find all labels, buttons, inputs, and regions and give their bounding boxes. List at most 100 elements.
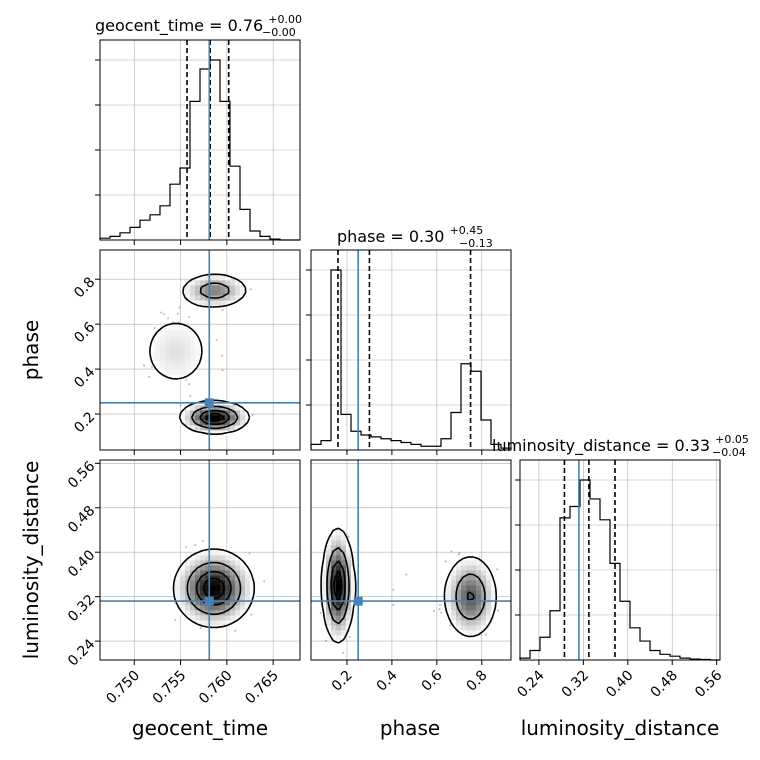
density-cell (185, 340, 191, 346)
density-cell (180, 340, 186, 346)
density-cell (466, 560, 472, 566)
density-cell (185, 330, 191, 336)
density-panel-geocent-time-luminosity-distance (95, 459, 301, 665)
density-cell (476, 605, 482, 611)
density-cell (215, 415, 221, 421)
density-cell (225, 275, 231, 281)
density-cell (240, 410, 246, 416)
scatter-point (458, 551, 461, 555)
density-cells (321, 530, 497, 646)
density-cell (215, 580, 221, 586)
density-cell (180, 410, 186, 416)
density-cell (235, 290, 241, 296)
hist-bar (180, 168, 190, 240)
hist-step (310, 269, 512, 450)
density-cell (160, 345, 166, 351)
density-cell (190, 615, 196, 621)
density-cell (240, 600, 246, 606)
density-cell (195, 585, 201, 591)
y-tick-label-luminosity-distance: 0.56 (65, 458, 98, 491)
density-cell (190, 345, 196, 351)
density-cell (175, 350, 181, 356)
density-cell (195, 605, 201, 611)
density-cell (190, 410, 196, 416)
density-cell (225, 615, 231, 621)
density-cell (200, 425, 206, 431)
density-cell (476, 625, 482, 631)
density-cell (230, 600, 236, 606)
density-cell (341, 590, 347, 596)
density-cell (486, 600, 492, 606)
scatter-point (263, 580, 266, 583)
density-cell (200, 585, 206, 591)
density-cell (190, 580, 196, 586)
hist-bar (590, 499, 600, 660)
density-cell (326, 620, 332, 626)
hist-bar (441, 439, 451, 450)
scatter-point (392, 603, 395, 606)
hist-panel-luminosity-distance (515, 459, 721, 665)
density-cell (215, 420, 221, 426)
density-cell (230, 420, 236, 426)
scatter-point (347, 535, 350, 538)
density-cell (150, 340, 156, 346)
density-cell (471, 565, 477, 571)
hist-bar (550, 611, 560, 660)
density-cell (230, 560, 236, 566)
density-cell (215, 585, 221, 591)
hist-step (519, 479, 720, 661)
density-cell (160, 365, 166, 371)
density-cell (456, 595, 462, 601)
x-tick-label-geocent-time: 0.755 (150, 668, 190, 708)
density-cell (230, 425, 236, 431)
hist-bar (650, 651, 660, 660)
x-tick-label-phase: 0.4 (374, 667, 401, 694)
density-cell (155, 345, 161, 351)
hist-bar (640, 641, 650, 660)
density-cell (240, 415, 246, 421)
density-cell (195, 570, 201, 576)
title-geocent-time: geocent_time = 0.76 +0.00 −0.00 (95, 8, 307, 39)
density-cell (351, 575, 357, 581)
density-cell (235, 280, 241, 286)
density-cell (185, 345, 191, 351)
density-cell (215, 600, 221, 606)
density-cell (456, 575, 462, 581)
density-cell (175, 600, 181, 606)
density-cell (225, 420, 231, 426)
density-cell (210, 415, 216, 421)
density-cell (155, 355, 161, 361)
density-cell (481, 575, 487, 581)
density-cell (170, 360, 176, 366)
density-cell (225, 300, 231, 306)
x-axis-label-luminosity-distance: luminosity_distance (521, 716, 720, 740)
density-cell (190, 355, 196, 361)
density-cell (225, 560, 231, 566)
density-cell (245, 580, 251, 586)
density-cell (185, 355, 191, 361)
density-cell (471, 625, 477, 631)
density-cell (346, 555, 352, 561)
density-cell (190, 340, 196, 346)
density-cell (175, 325, 181, 331)
density-cell (235, 605, 241, 611)
panel-frame (519, 459, 721, 661)
density-cell (451, 615, 457, 621)
density-cell (321, 570, 327, 576)
density-cell (481, 590, 487, 596)
density-cell (225, 295, 231, 301)
density-cell (190, 585, 196, 591)
density-cell (200, 550, 206, 556)
density-cell (160, 340, 166, 346)
density-cell (220, 430, 226, 436)
contour-line (149, 273, 251, 435)
density-cell (491, 580, 497, 586)
density-cell (486, 570, 492, 576)
panel-frame (310, 249, 512, 451)
density-cell (225, 590, 231, 596)
density-cell (446, 595, 452, 601)
density-cell (205, 590, 211, 596)
density-cell (486, 575, 492, 581)
density-cell (215, 300, 221, 306)
density-cell (461, 580, 467, 586)
